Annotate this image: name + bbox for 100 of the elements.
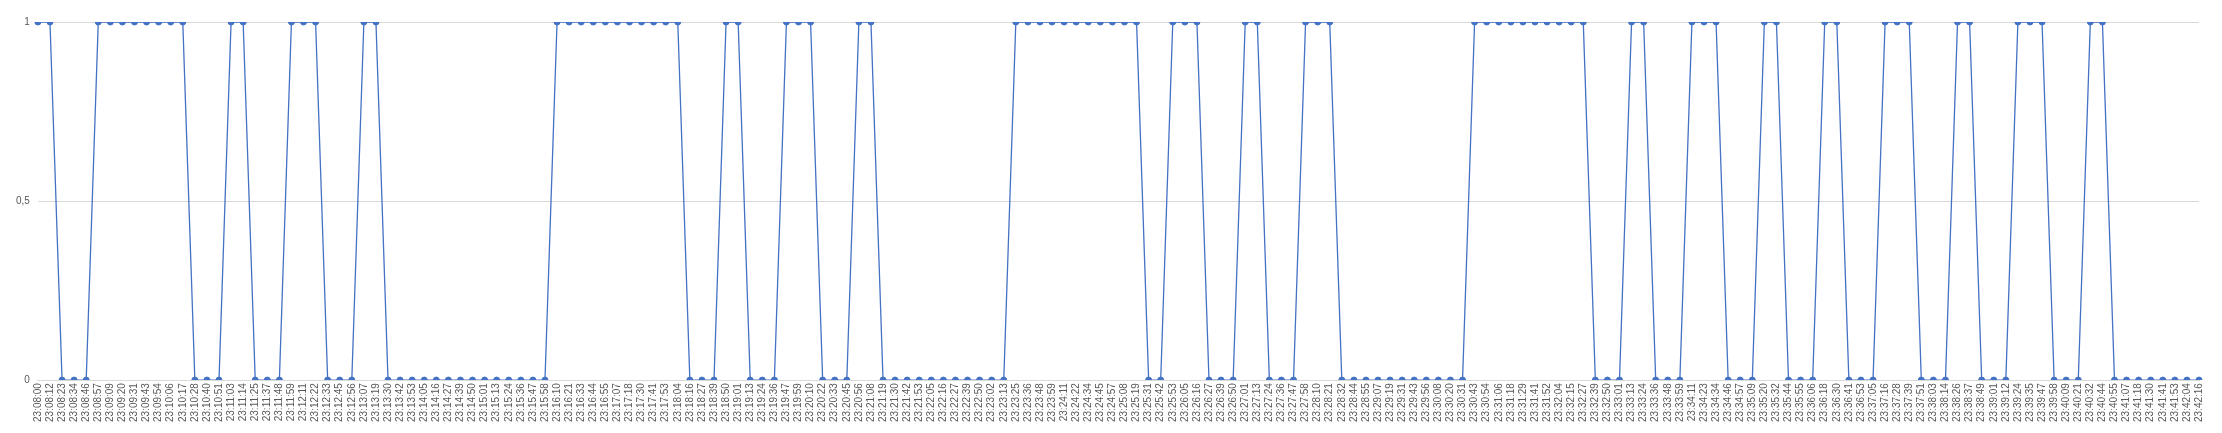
x-tick-label: 23:09:31 xyxy=(128,382,140,423)
x-tick-label: 23:32:04 xyxy=(1552,382,1564,423)
x-tick-label: 23:13:42 xyxy=(393,382,405,423)
x-tick-label: 23:31:52 xyxy=(1540,382,1552,423)
x-tick-label: 23:23:36 xyxy=(1021,382,1033,423)
x-tick-label: 23:21:08 xyxy=(864,382,876,423)
x-tick-label: 23:17:53 xyxy=(659,382,671,423)
x-tick-label: 23:12:56 xyxy=(345,382,357,423)
x-tick-label: 23:33:48 xyxy=(1661,382,1673,423)
x-tick-label: 23:28:55 xyxy=(1359,382,1371,423)
x-tick-label: 23:39:35 xyxy=(2023,382,2035,423)
x-tick-label: 23:32:39 xyxy=(1589,382,1601,423)
x-tick-label: 23:29:43 xyxy=(1407,382,1419,423)
x-tick-label: 23:42:04 xyxy=(2180,382,2192,423)
x-tick-label: 23:27:58 xyxy=(1299,382,1311,423)
x-tick-label: 23:27:36 xyxy=(1275,382,1287,423)
x-tick-label: 23:38:03 xyxy=(1927,382,1939,423)
x-tick-label: 23:35:20 xyxy=(1758,382,1770,423)
x-tick-label: 23:41:30 xyxy=(2144,382,2156,423)
x-tick-label: 23:22:50 xyxy=(973,382,985,423)
x-tick-label: 23:33:24 xyxy=(1637,382,1649,423)
x-tick-label: 23:39:58 xyxy=(2047,382,2059,423)
x-tick-label: 23:40:09 xyxy=(2059,382,2071,423)
x-tick-label: 23:28:21 xyxy=(1323,382,1335,423)
x-tick-label: 23:35:32 xyxy=(1770,382,1782,423)
x-tick-label: 23:11:25 xyxy=(248,382,260,422)
x-tick-label: 23:19:24 xyxy=(756,382,768,423)
x-tick-label: 23:26:50 xyxy=(1226,382,1238,423)
x-tick-label: 23:42:16 xyxy=(2192,382,2204,423)
x-tick-label: 23:12:45 xyxy=(333,382,345,423)
x-tick-label: 23:15:47 xyxy=(526,382,538,423)
x-tick-label: 23:14:39 xyxy=(454,382,466,423)
x-tick-label: 23:31:29 xyxy=(1516,382,1528,423)
x-tick-label: 23:08:34 xyxy=(67,382,79,423)
x-tick-label: 23:08:12 xyxy=(43,382,55,423)
x-tick-label: 23:17:30 xyxy=(635,382,647,423)
x-tick-label: 23:19:36 xyxy=(768,382,780,423)
x-tick-label: 23:10:17 xyxy=(176,382,188,423)
x-tick-label: 23:35:09 xyxy=(1746,382,1758,423)
x-tick-label: 23:39:24 xyxy=(2011,382,2023,423)
x-tick-label: 23:19:01 xyxy=(731,382,743,423)
x-tick-label: 23:13:19 xyxy=(369,382,381,423)
x-tick-label: 23:29:56 xyxy=(1420,382,1432,423)
x-tick-label: 23:25:19 xyxy=(1130,382,1142,423)
x-tick-label: 23:14:05 xyxy=(417,382,429,423)
x-tick-label: 23:27:24 xyxy=(1263,382,1275,423)
x-tick-label: 23:29:31 xyxy=(1395,382,1407,423)
x-tick-label: 23:35:44 xyxy=(1782,382,1794,423)
x-tick-label: 23:10:40 xyxy=(200,382,212,423)
x-tick-label: 23:18:39 xyxy=(707,382,719,423)
x-tick-label: 23:27:47 xyxy=(1287,382,1299,423)
x-tick-label: 23:33:01 xyxy=(1613,382,1625,423)
x-tick-label: 23:33:13 xyxy=(1625,382,1637,423)
x-tick-label: 23:33:36 xyxy=(1649,382,1661,423)
y-tick-label: 0 xyxy=(24,373,31,385)
x-tick-label: 23:37:28 xyxy=(1890,382,1902,423)
x-tick-label: 23:23:13 xyxy=(997,382,1009,423)
x-tick-label: 23:35:55 xyxy=(1794,382,1806,423)
x-tick-label: 23:15:01 xyxy=(478,382,490,423)
x-tick-label: 23:38:14 xyxy=(1939,382,1951,423)
x-tick-label: 23:16:21 xyxy=(562,382,574,423)
x-tick-label: 23:09:09 xyxy=(104,382,116,423)
x-tick-label: 23:40:44 xyxy=(2096,382,2108,423)
x-tick-label: 23:14:16 xyxy=(430,382,442,423)
x-tick-label: 23:34:11 xyxy=(1685,382,1697,422)
x-tick-label: 23:23:48 xyxy=(1033,382,1045,423)
x-tick-label: 23:41:53 xyxy=(2168,382,2180,423)
x-tick-label: 23:26:05 xyxy=(1178,382,1190,423)
x-tick-label: 23:11:03 xyxy=(224,382,236,422)
x-tick-label: 23:30:08 xyxy=(1432,382,1444,423)
x-tick-label: 23:20:56 xyxy=(852,382,864,423)
x-tick-label: 23:10:51 xyxy=(212,382,224,423)
x-tick-label: 23:12:33 xyxy=(321,382,333,423)
x-tick-label: 23:34:34 xyxy=(1709,382,1721,423)
x-tick-label: 23:09:43 xyxy=(140,382,152,423)
x-tick-label: 23:17:18 xyxy=(623,382,635,423)
x-tick-label: 23:31:41 xyxy=(1528,382,1540,423)
x-tick-label: 23:08:57 xyxy=(92,382,104,423)
x-tick-label: 23:25:31 xyxy=(1142,382,1154,423)
x-tick-label: 23:32:27 xyxy=(1577,382,1589,423)
x-tick-label: 23:12:22 xyxy=(309,382,321,423)
x-tick-label: 23:08:23 xyxy=(55,382,67,423)
x-tick-label: 23:10:06 xyxy=(164,382,176,423)
x-tick-label: 23:16:44 xyxy=(587,382,599,423)
x-tick-label: 23:11:37 xyxy=(261,382,273,422)
x-tick-label: 23:36:41 xyxy=(1842,382,1854,423)
x-tick-label: 23:40:55 xyxy=(2108,382,2120,423)
x-tick-label: 23:10:28 xyxy=(188,382,200,423)
y-tick-label: 0,5 xyxy=(16,194,31,206)
x-tick-label: 23:36:06 xyxy=(1806,382,1818,423)
x-tick-label: 23:22:05 xyxy=(925,382,937,423)
x-tick-label: 23:37:05 xyxy=(1866,382,1878,423)
x-tick-label: 23:18:50 xyxy=(719,382,731,423)
x-tick-label: 23:08:46 xyxy=(79,382,91,423)
x-tick-label: 23:39:47 xyxy=(2035,382,2047,423)
x-tick-label: 23:13:30 xyxy=(381,382,393,423)
x-tick-label: 23:26:16 xyxy=(1190,382,1202,423)
x-tick-label: 23:37:51 xyxy=(1915,382,1927,423)
x-tick-label: 23:19:59 xyxy=(792,382,804,423)
x-tick-label: 23:40:21 xyxy=(2072,382,2084,423)
